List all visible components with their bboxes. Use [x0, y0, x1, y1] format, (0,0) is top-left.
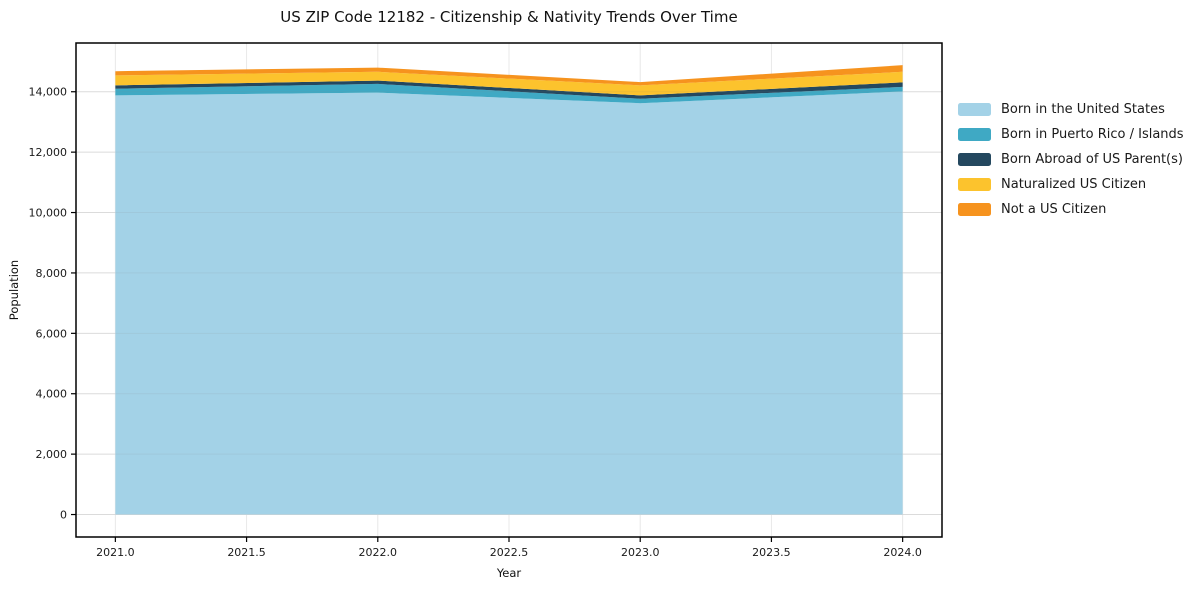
legend-label: Naturalized US Citizen — [1001, 177, 1147, 192]
x-axis-label: Year — [496, 566, 522, 580]
legend: Born in the United States Born in Puerto … — [958, 102, 1189, 217]
y-tick-label: 4,000 — [36, 388, 68, 401]
legend-swatch — [958, 103, 991, 116]
area-born-in-puerto-rico-islands — [115, 83, 903, 104]
y-tick-label: 14,000 — [29, 86, 68, 99]
area-not-a-us-citizen — [115, 65, 903, 86]
legend-label: Not a US Citizen — [1001, 202, 1107, 217]
y-tick-label: 12,000 — [29, 146, 68, 159]
area-born-abroad-of-us-parent-s — [115, 80, 903, 99]
y-tick-label: 6,000 — [36, 327, 68, 340]
legend-label: Born Abroad of US Parent(s) — [1001, 152, 1183, 167]
x-tick-label: 2022.0 — [359, 546, 398, 559]
x-tick-label: 2024.0 — [883, 546, 922, 559]
legend-swatch — [958, 203, 991, 216]
legend-label: Born in the United States — [1001, 102, 1165, 117]
legend-label: Born in Puerto Rico / Islands — [1001, 127, 1184, 142]
x-tick-label: 2023.0 — [621, 546, 660, 559]
legend-item: Born in Puerto Rico / Islands — [958, 127, 1189, 142]
x-tick-label: 2023.5 — [752, 546, 791, 559]
y-tick-label: 0 — [60, 509, 67, 522]
y-axis-label: Population — [7, 259, 21, 321]
x-tick-label: 2022.5 — [490, 546, 529, 559]
legend-item: Born Abroad of US Parent(s) — [958, 152, 1189, 167]
area-naturalized-us-citizen — [115, 71, 903, 96]
area-born-in-the-united-states — [115, 91, 903, 515]
legend-swatch — [958, 153, 991, 166]
legend-item: Born in the United States — [958, 102, 1189, 117]
y-tick-label: 10,000 — [29, 207, 68, 220]
legend-item: Not a US Citizen — [958, 202, 1189, 217]
x-tick-label: 2021.5 — [227, 546, 266, 559]
legend-item: Naturalized US Citizen — [958, 177, 1189, 192]
chart-title: US ZIP Code 12182 - Citizenship & Nativi… — [280, 8, 738, 26]
legend-swatch — [958, 128, 991, 141]
y-tick-label: 2,000 — [36, 448, 68, 461]
legend-swatch — [958, 178, 991, 191]
y-tick-label: 8,000 — [36, 267, 68, 280]
x-tick-label: 2021.0 — [96, 546, 135, 559]
